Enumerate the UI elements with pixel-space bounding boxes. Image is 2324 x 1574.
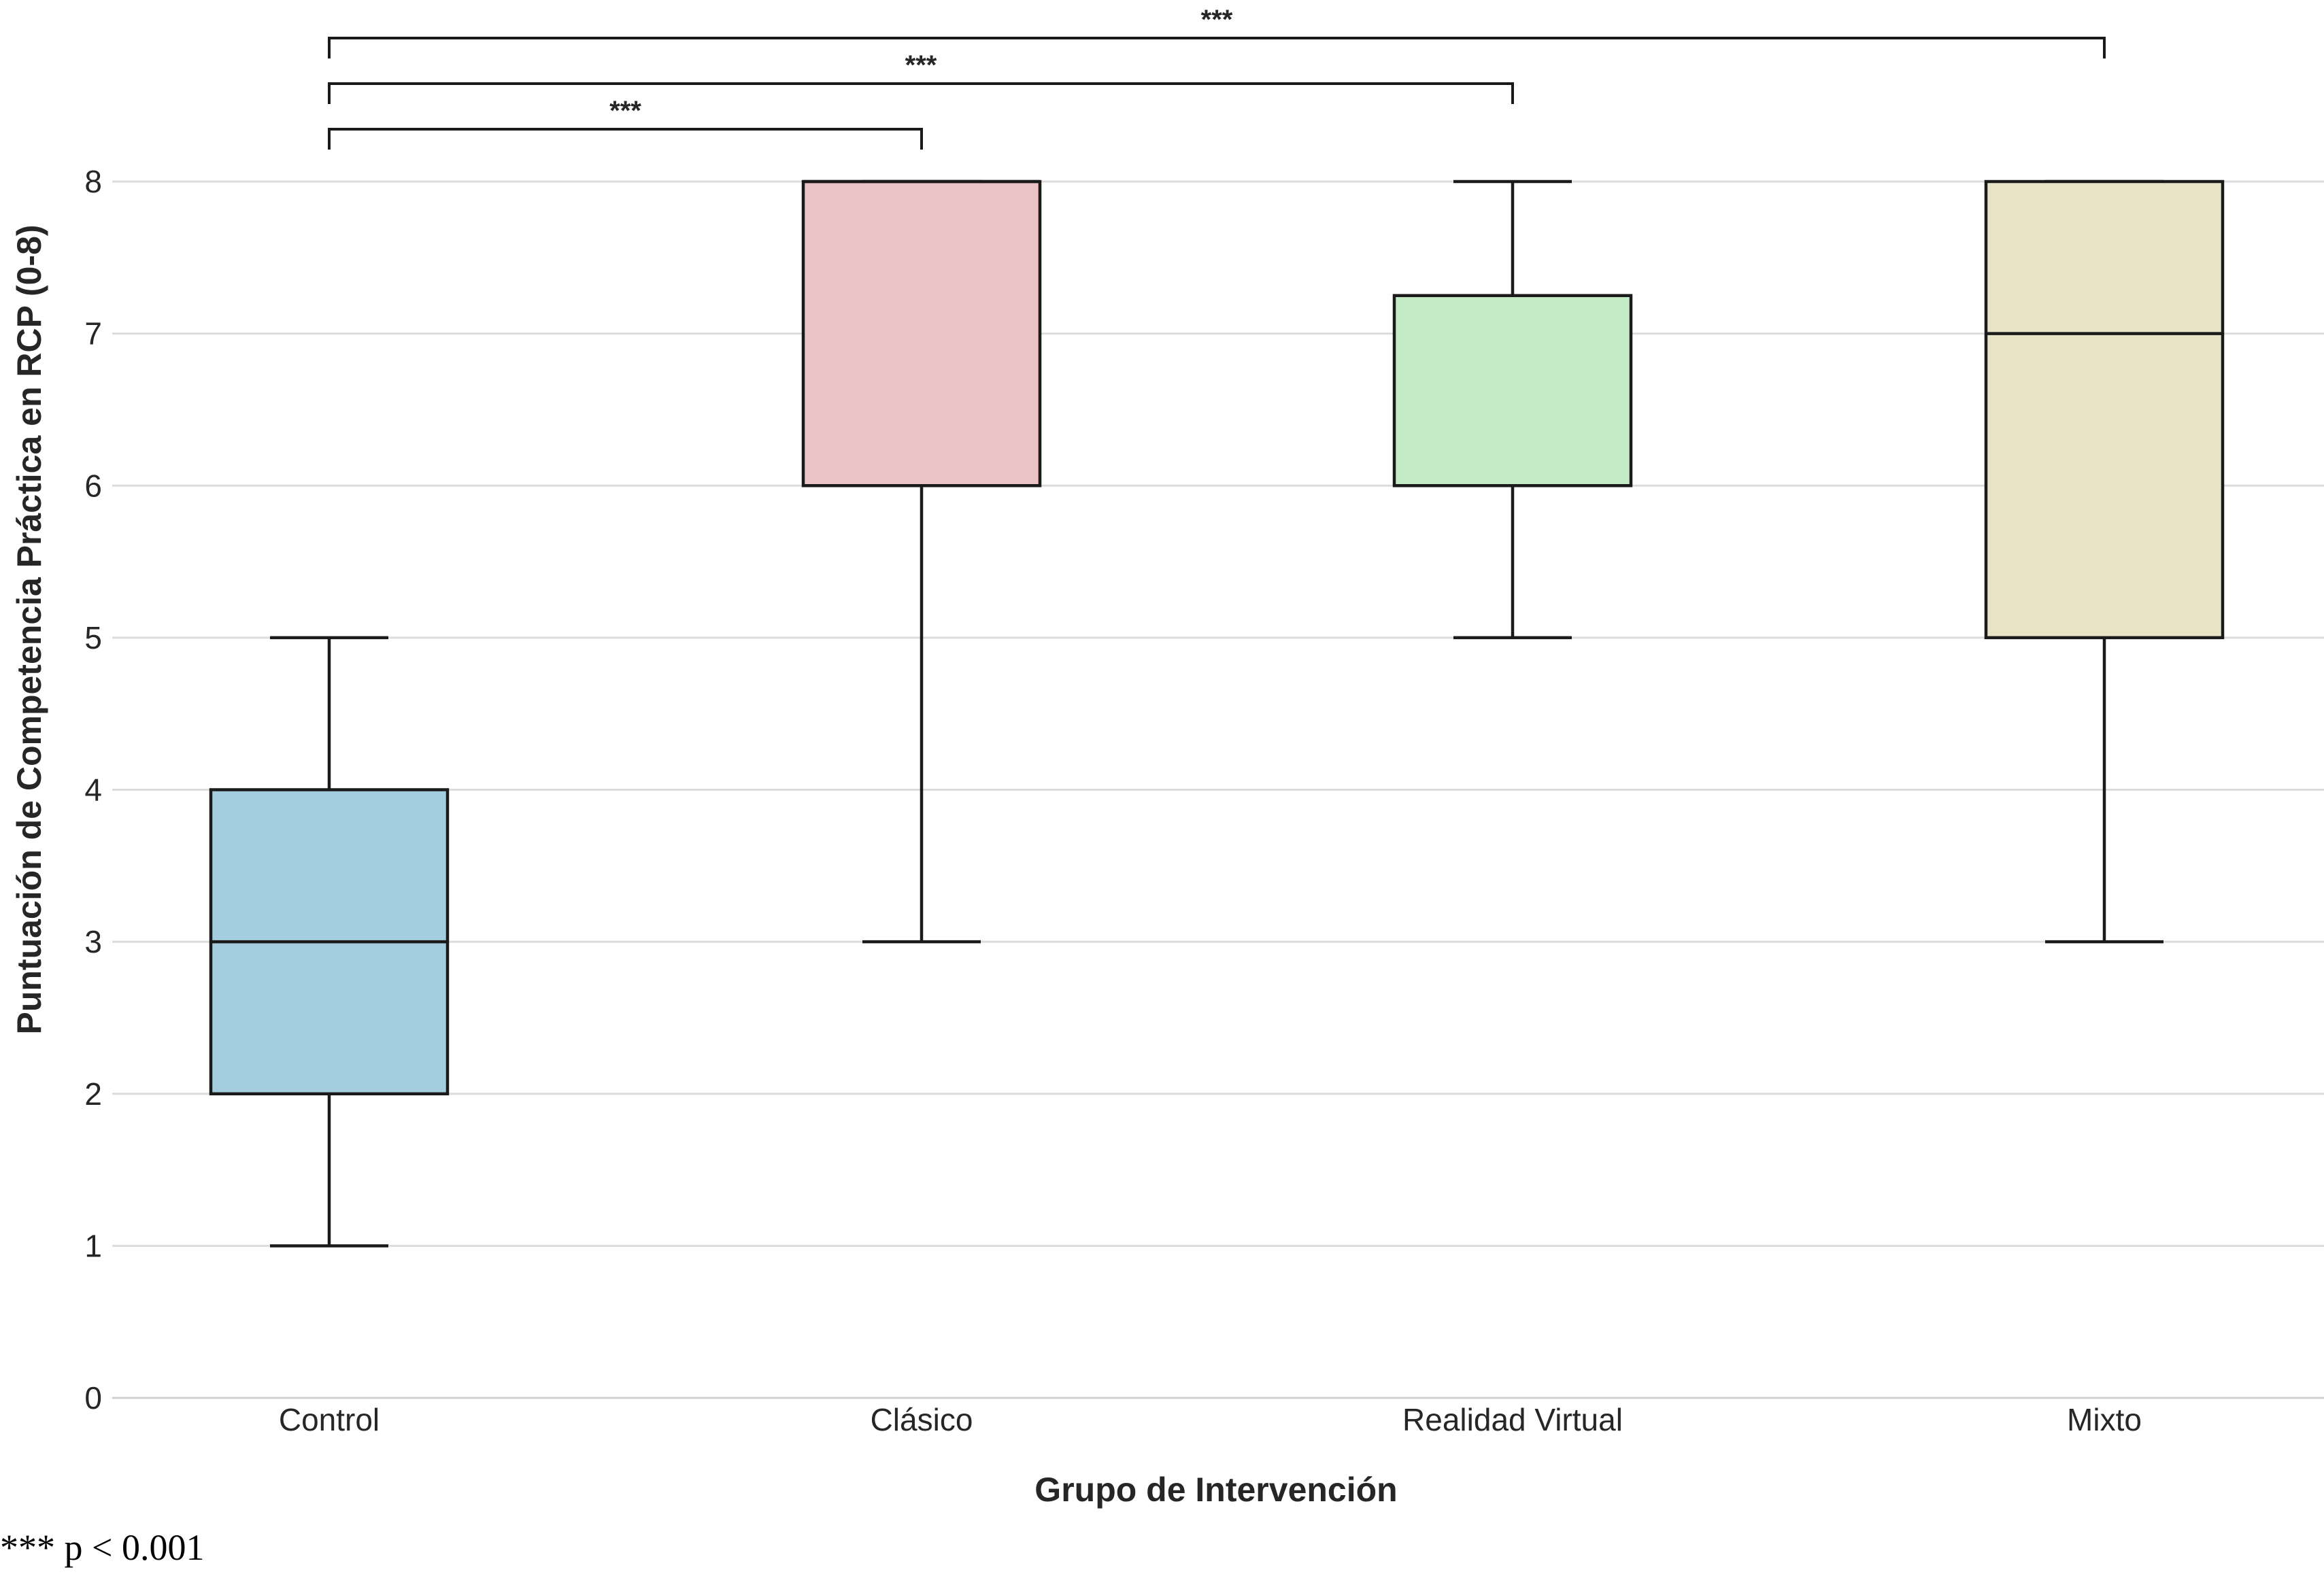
y-axis-title: Puntuación de Competencia Práctica en RC… xyxy=(10,224,48,1034)
gridlines xyxy=(112,180,2324,1399)
significance-footnote: *** p < 0.001 xyxy=(0,1527,205,1568)
significance-label: *** xyxy=(905,50,937,80)
x-tick-label: Mixto xyxy=(2067,1402,2142,1437)
y-tick-label: 7 xyxy=(84,316,102,352)
bracket-line xyxy=(328,128,923,150)
x-axis-title: Grupo de Intervención xyxy=(1034,1471,1397,1509)
y-tick-label: 3 xyxy=(84,924,102,959)
x-tick-label: Realidad Virtual xyxy=(1402,1402,1623,1437)
y-tick-label: 4 xyxy=(84,772,102,808)
box-group-realidad-virtual xyxy=(1392,179,1633,640)
box-group-control xyxy=(209,636,450,1248)
significance-bracket: *** xyxy=(328,50,1514,104)
significance-bracket: *** xyxy=(328,5,2106,58)
bracket-line xyxy=(328,37,2106,58)
y-tick-label: 2 xyxy=(84,1076,102,1112)
y-tick-label: 8 xyxy=(84,164,102,199)
significance-brackets: *** *** *** xyxy=(328,5,2106,150)
x-tick-label: Control xyxy=(279,1402,380,1437)
x-tick-label: Clásico xyxy=(871,1402,973,1437)
box-group-mixto xyxy=(1984,179,2225,944)
significance-bracket: *** xyxy=(328,96,923,150)
y-tick-label: 5 xyxy=(84,620,102,655)
iqr-box xyxy=(1392,294,1633,487)
significance-label: *** xyxy=(609,96,641,126)
bracket-line xyxy=(328,82,1514,104)
iqr-box xyxy=(1984,179,2225,640)
boxes xyxy=(209,179,2225,1248)
iqr-box xyxy=(801,179,1042,487)
y-tick-label: 1 xyxy=(84,1228,102,1263)
y-tick-label: 6 xyxy=(84,468,102,503)
y-tick-label: 0 xyxy=(84,1380,102,1416)
significance-label: *** xyxy=(1201,5,1233,35)
axes: 0 1 2 3 4 5 6 7 8 Control Clásico Realidad Virtual M… xyxy=(84,164,2324,1437)
box-group-clásico xyxy=(801,179,1042,944)
